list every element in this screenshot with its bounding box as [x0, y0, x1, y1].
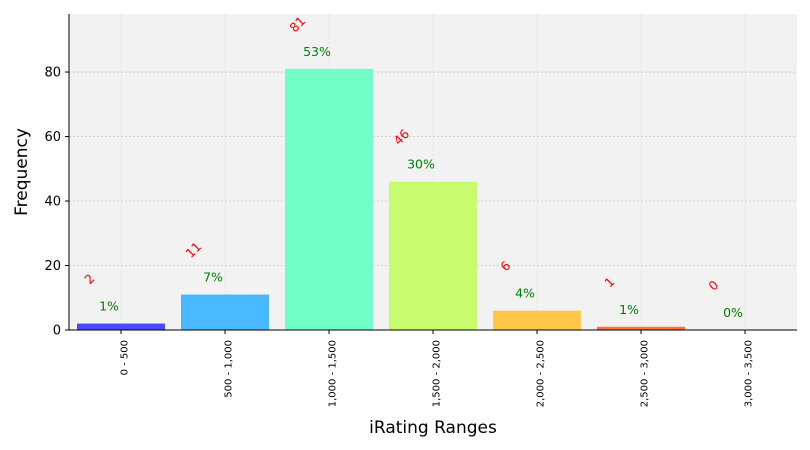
- x-tick-label: 500 - 1,000: [224, 340, 235, 398]
- bar-percent-label: 30%: [407, 157, 435, 172]
- x-ticks: 0 - 500 500 - 1,000 1,000 - 1,500 1,500 - 2…: [120, 330, 755, 407]
- y-tick-label: 80: [44, 66, 61, 81]
- bar-percent-label: 1%: [99, 299, 119, 314]
- bar: [597, 326, 685, 330]
- bar-percent-label: 1%: [619, 302, 639, 317]
- bar: [389, 181, 477, 330]
- bar-percent-label: 4%: [515, 286, 535, 301]
- y-axis-title: Frequency: [12, 128, 32, 216]
- bar-percent-label: 53%: [303, 44, 331, 59]
- x-tick-label: 2,000 - 2,500: [536, 340, 547, 407]
- y-tick-label: 20: [44, 259, 61, 274]
- y-tick-label: 0: [53, 324, 61, 339]
- bar: [77, 323, 165, 330]
- x-tick-label: 3,000 - 3,500: [744, 340, 755, 407]
- bar: [285, 68, 373, 330]
- x-tick-label: 1,000 - 1,500: [328, 340, 339, 407]
- bar-percent-label: 7%: [203, 270, 223, 285]
- y-ticks: 0 20 40 60 80: [44, 66, 69, 339]
- y-tick-label: 60: [44, 130, 61, 145]
- x-tick-label: 1,500 - 2,000: [432, 340, 443, 407]
- bars: [77, 68, 685, 330]
- x-tick-label: 0 - 500: [120, 340, 131, 375]
- x-axis-title: iRating Ranges: [369, 418, 497, 438]
- bar: [493, 310, 581, 330]
- bar-percent-label: 0%: [723, 305, 743, 320]
- x-tick-label: 2,500 - 3,000: [640, 340, 651, 407]
- bar: [181, 294, 269, 330]
- y-tick-label: 40: [44, 195, 61, 210]
